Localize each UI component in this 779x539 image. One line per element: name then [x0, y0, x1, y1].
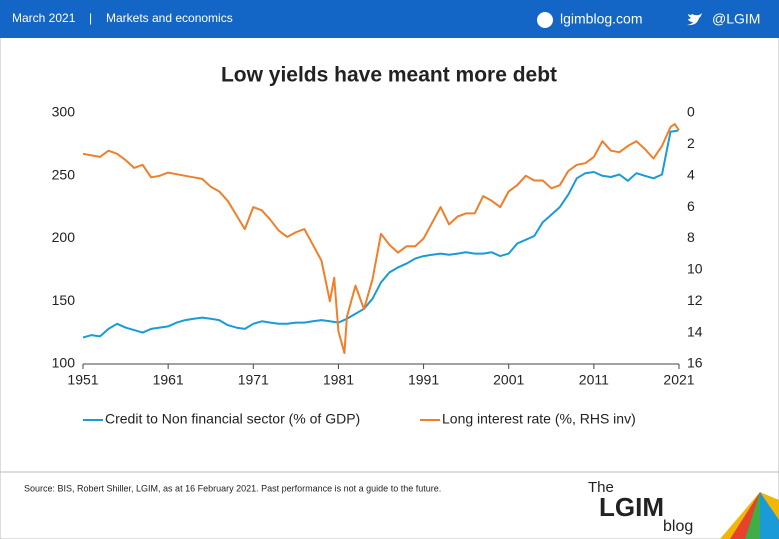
y-tick-label: 100 — [52, 355, 76, 371]
chart-title: Low yields have meant more debt — [221, 64, 557, 87]
x-tick-label: 1951 — [67, 372, 98, 388]
series-line — [82, 129, 679, 339]
header-section: Markets and economics — [106, 11, 233, 25]
logo-umbrella — [745, 492, 760, 539]
site-icon — [537, 12, 553, 28]
y2-tick-label: 4 — [687, 166, 695, 182]
y2-tick-label: 14 — [687, 323, 703, 339]
twitter-icon — [687, 13, 702, 26]
y-tick-label: 300 — [52, 104, 76, 120]
header-separator: | — [89, 11, 92, 25]
y2-tick-label: 16 — [687, 355, 703, 371]
logo-umbrella — [760, 492, 779, 539]
header-bar — [0, 0, 779, 38]
y-tick-label: 250 — [52, 166, 76, 182]
x-tick-label: 2021 — [663, 372, 694, 388]
x-tick-label: 1981 — [323, 372, 354, 388]
logo-the: The — [588, 479, 614, 496]
legend-label: Credit to Non financial sector (% of GDP… — [105, 411, 360, 427]
logo-blog: blog — [663, 518, 693, 535]
y2-tick-label: 2 — [687, 135, 695, 151]
header-handle[interactable]: @LGIM — [712, 11, 760, 27]
header-site[interactable]: lgimblog.com — [560, 11, 642, 27]
x-tick-label: 2001 — [493, 372, 524, 388]
source-note: Source: BIS, Robert Shiller, LGIM, as at… — [24, 483, 441, 493]
header-date: March 2021 — [12, 11, 76, 25]
x-tick-label: 1971 — [238, 372, 269, 388]
y2-tick-label: 0 — [687, 104, 695, 120]
y2-tick-label: 8 — [687, 229, 695, 245]
y-tick-label: 200 — [52, 229, 76, 245]
y-tick-label: 150 — [52, 292, 76, 308]
y2-tick-label: 12 — [687, 292, 703, 308]
y2-tick-label: 10 — [687, 261, 703, 277]
legend-label: Long interest rate (%, RHS inv) — [442, 411, 636, 427]
y2-tick-label: 6 — [687, 198, 695, 214]
series-line — [82, 123, 680, 354]
x-tick-label: 1961 — [153, 372, 184, 388]
logo-name: LGIM — [599, 492, 664, 522]
x-tick-label: 1991 — [408, 372, 439, 388]
x-tick-label: 2011 — [579, 372, 609, 388]
